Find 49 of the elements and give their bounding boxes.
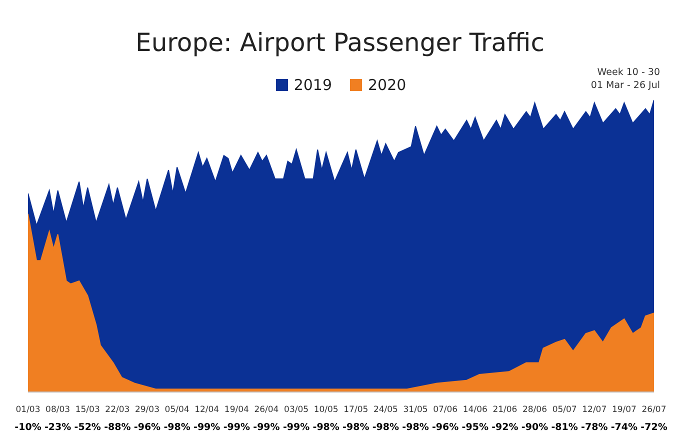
x-tick-label: 03/05 — [284, 405, 309, 415]
legend-label: 2019 — [292, 76, 332, 94]
text: -74% — [610, 422, 638, 433]
x-tick-label: 31/05 — [403, 405, 428, 415]
text: Week 10 - 30 — [596, 66, 660, 79]
x-tick-label: 21/06 — [492, 405, 518, 415]
text: -92% — [492, 422, 519, 433]
text: -72% — [640, 422, 668, 433]
text: 01 Mar - 26 Jul — [590, 79, 660, 92]
x-tick-label: 26/07 — [642, 405, 666, 415]
x-tick-label: 24/05 — [373, 405, 398, 415]
x-tick-label: 29/03 — [134, 405, 160, 415]
x-tick-label: 05/07 — [552, 405, 577, 415]
text: -98% — [312, 422, 340, 433]
text: -98% — [372, 422, 400, 433]
text: -23% — [44, 422, 72, 433]
x-tick-label: 26/04 — [254, 405, 279, 415]
text: -99% — [253, 422, 280, 433]
text: -90% — [521, 422, 549, 433]
text: -99% — [194, 422, 221, 433]
text: -52% — [74, 422, 102, 433]
text: -78% — [581, 422, 608, 433]
legend-label: 2020 — [367, 76, 406, 94]
x-tick-label: 22/03 — [105, 405, 130, 415]
text: -99% — [282, 422, 310, 433]
x-tick-label: 19/04 — [224, 405, 249, 415]
text: -98% — [402, 422, 430, 433]
text: -88% — [104, 422, 132, 433]
x-tick-label: 12/04 — [194, 405, 220, 415]
x-tick-label: 28/06 — [522, 405, 548, 415]
x-tick-label: 07/06 — [433, 405, 458, 415]
x-tick-label: 05/04 — [164, 405, 190, 415]
text: -98% — [164, 422, 191, 433]
text: -98% — [342, 422, 370, 433]
x-tick-label: 12/07 — [582, 405, 607, 415]
x-tick-label: 15/03 — [75, 405, 100, 415]
text: -96% — [134, 422, 162, 433]
x-tick-label: 17/05 — [344, 405, 368, 415]
x-tick-label: 19/07 — [612, 405, 636, 415]
x-tick-label: 08/03 — [46, 405, 70, 415]
text: -96% — [432, 422, 460, 433]
text: -10% — [14, 422, 42, 433]
x-tick-label: 14/06 — [462, 405, 488, 415]
chart-title: Europe: Airport Passenger Traffic — [136, 28, 544, 57]
text: -99% — [223, 422, 250, 433]
text: -81% — [551, 422, 578, 433]
x-tick-label: 01/03 — [16, 405, 40, 415]
text: -95% — [462, 422, 489, 433]
x-tick-label: 10/05 — [314, 405, 338, 415]
